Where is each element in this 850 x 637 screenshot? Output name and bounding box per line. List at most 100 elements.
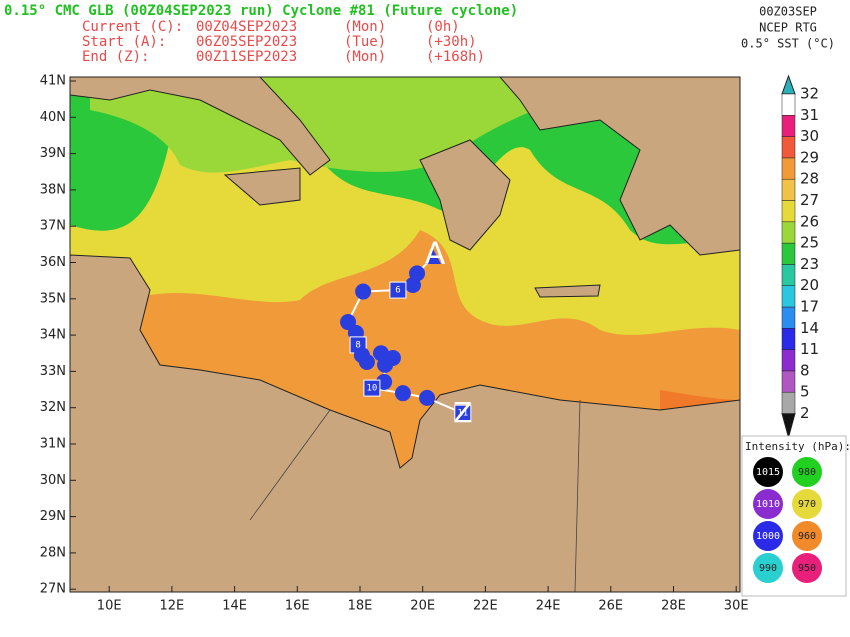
title: 0.15° CMC GLB (00Z04SEP2023 run) Cyclone… bbox=[4, 3, 518, 19]
colorbar-label: 20 bbox=[800, 276, 819, 294]
lon-label: 30E bbox=[724, 599, 749, 614]
track-start bbox=[425, 249, 442, 265]
map-background bbox=[70, 77, 740, 592]
intensity-swatch bbox=[753, 553, 783, 583]
intensity-swatch bbox=[753, 457, 783, 487]
lat-label: 36N bbox=[40, 255, 66, 270]
intensity-label: 1010 bbox=[756, 499, 780, 510]
lon-label: 16E bbox=[285, 599, 310, 614]
colorbar-segment bbox=[781, 221, 796, 244]
track-square bbox=[454, 404, 472, 422]
intensity-swatch bbox=[792, 521, 822, 551]
track-point bbox=[377, 356, 394, 373]
colorbar-label: 14 bbox=[800, 319, 819, 337]
colorbar-label: 32 bbox=[800, 85, 819, 103]
track-point bbox=[404, 277, 421, 294]
lon-label: 14E bbox=[222, 599, 247, 614]
colorbar-cap bbox=[781, 74, 796, 95]
lat-label: 34N bbox=[40, 328, 66, 343]
colorbar-segment bbox=[781, 391, 796, 414]
colorbar-segment bbox=[781, 200, 796, 223]
lat-label: 32N bbox=[40, 400, 66, 415]
colorbar-label: 27 bbox=[800, 191, 819, 209]
intensity-label: 970 bbox=[798, 499, 816, 510]
header-text: (+168h) bbox=[426, 49, 485, 65]
intensity-title: Intensity (hPa): bbox=[745, 440, 850, 453]
intensity-swatch bbox=[753, 489, 783, 519]
header-text: (Mon) bbox=[344, 49, 386, 65]
intensity-label: 1000 bbox=[756, 531, 780, 542]
header-text: (0h) bbox=[426, 19, 460, 35]
lat-label: 35N bbox=[40, 291, 66, 306]
colorbar-label: 17 bbox=[800, 298, 819, 316]
header-text: Start (A): bbox=[82, 34, 166, 50]
sst-caption: NCEP RTG bbox=[759, 21, 817, 35]
intensity-swatch bbox=[792, 489, 822, 519]
lon-label: 28E bbox=[661, 599, 686, 614]
track-point bbox=[394, 385, 411, 402]
intensity-label: 960 bbox=[798, 531, 816, 542]
colorbar-segment bbox=[781, 157, 796, 180]
header-text: (Mon) bbox=[344, 19, 386, 35]
intensity-swatch bbox=[792, 457, 822, 487]
colorbar-segment bbox=[781, 349, 796, 372]
colorbar-label: 26 bbox=[800, 212, 819, 230]
colorbar-label: 31 bbox=[800, 106, 819, 124]
colorbar-label: 28 bbox=[800, 170, 819, 188]
colorbar-segment bbox=[781, 370, 796, 393]
colorbar-label: 11 bbox=[800, 340, 819, 358]
lon-label: 20E bbox=[410, 599, 435, 614]
lon-label: 10E bbox=[97, 599, 122, 614]
intensity-label: 1015 bbox=[756, 467, 780, 478]
track-label: 6 bbox=[395, 286, 400, 296]
lon-label: 26E bbox=[598, 599, 623, 614]
sst-caption: 0.5° SST (°C) bbox=[741, 37, 835, 51]
colorbar-label: 5 bbox=[800, 383, 810, 401]
colorbar-segment bbox=[781, 93, 796, 116]
start-label: A bbox=[425, 237, 446, 272]
track-label: 11 bbox=[457, 409, 468, 419]
colorbar-label: 30 bbox=[800, 127, 819, 145]
intensity-label: 980 bbox=[798, 467, 816, 478]
map-frame bbox=[69, 76, 741, 593]
lat-label: 28N bbox=[40, 545, 66, 560]
intensity-swatch bbox=[792, 553, 822, 583]
colorbar-label: 29 bbox=[800, 148, 819, 166]
lat-label: 27N bbox=[40, 582, 66, 597]
track-square bbox=[389, 281, 407, 299]
colorbar-label: 2 bbox=[800, 404, 810, 422]
intensity-label: 950 bbox=[798, 563, 816, 574]
lat-label: 33N bbox=[40, 364, 66, 379]
colorbar-label: 25 bbox=[800, 234, 819, 252]
track-square bbox=[363, 379, 381, 397]
lat-label: 41N bbox=[40, 74, 66, 89]
lon-label: 22E bbox=[473, 599, 498, 614]
lat-label: 37N bbox=[40, 219, 66, 234]
track-label: 8 bbox=[355, 340, 360, 350]
lon-label: 12E bbox=[160, 599, 185, 614]
colorbar-segment bbox=[781, 264, 796, 286]
colorbar-segment bbox=[781, 285, 796, 308]
header-text: 00Z04SEP2023 bbox=[196, 19, 297, 35]
lon-label: 18E bbox=[348, 599, 373, 614]
colorbar-segment bbox=[781, 306, 796, 329]
colorbar-segment bbox=[781, 136, 796, 159]
colorbar-segment bbox=[781, 178, 796, 201]
lat-label: 38N bbox=[40, 182, 66, 197]
track-point bbox=[355, 283, 372, 300]
lat-label: 39N bbox=[40, 146, 66, 161]
colorbar-segment bbox=[781, 242, 796, 265]
sst-caption: 00Z03SEP bbox=[759, 5, 817, 19]
header-text: Current (C): bbox=[82, 19, 183, 35]
track-label: 10 bbox=[366, 384, 377, 394]
colorbar-segment bbox=[781, 115, 796, 137]
track-point bbox=[358, 353, 375, 370]
lat-label: 40N bbox=[40, 110, 66, 125]
lat-label: 31N bbox=[40, 437, 66, 452]
intensity-label: 990 bbox=[759, 563, 777, 574]
intensity-swatch bbox=[753, 521, 783, 551]
colorbar-segment bbox=[781, 328, 796, 350]
end-label: Z bbox=[453, 396, 472, 429]
header-text: End (Z): bbox=[82, 49, 149, 65]
